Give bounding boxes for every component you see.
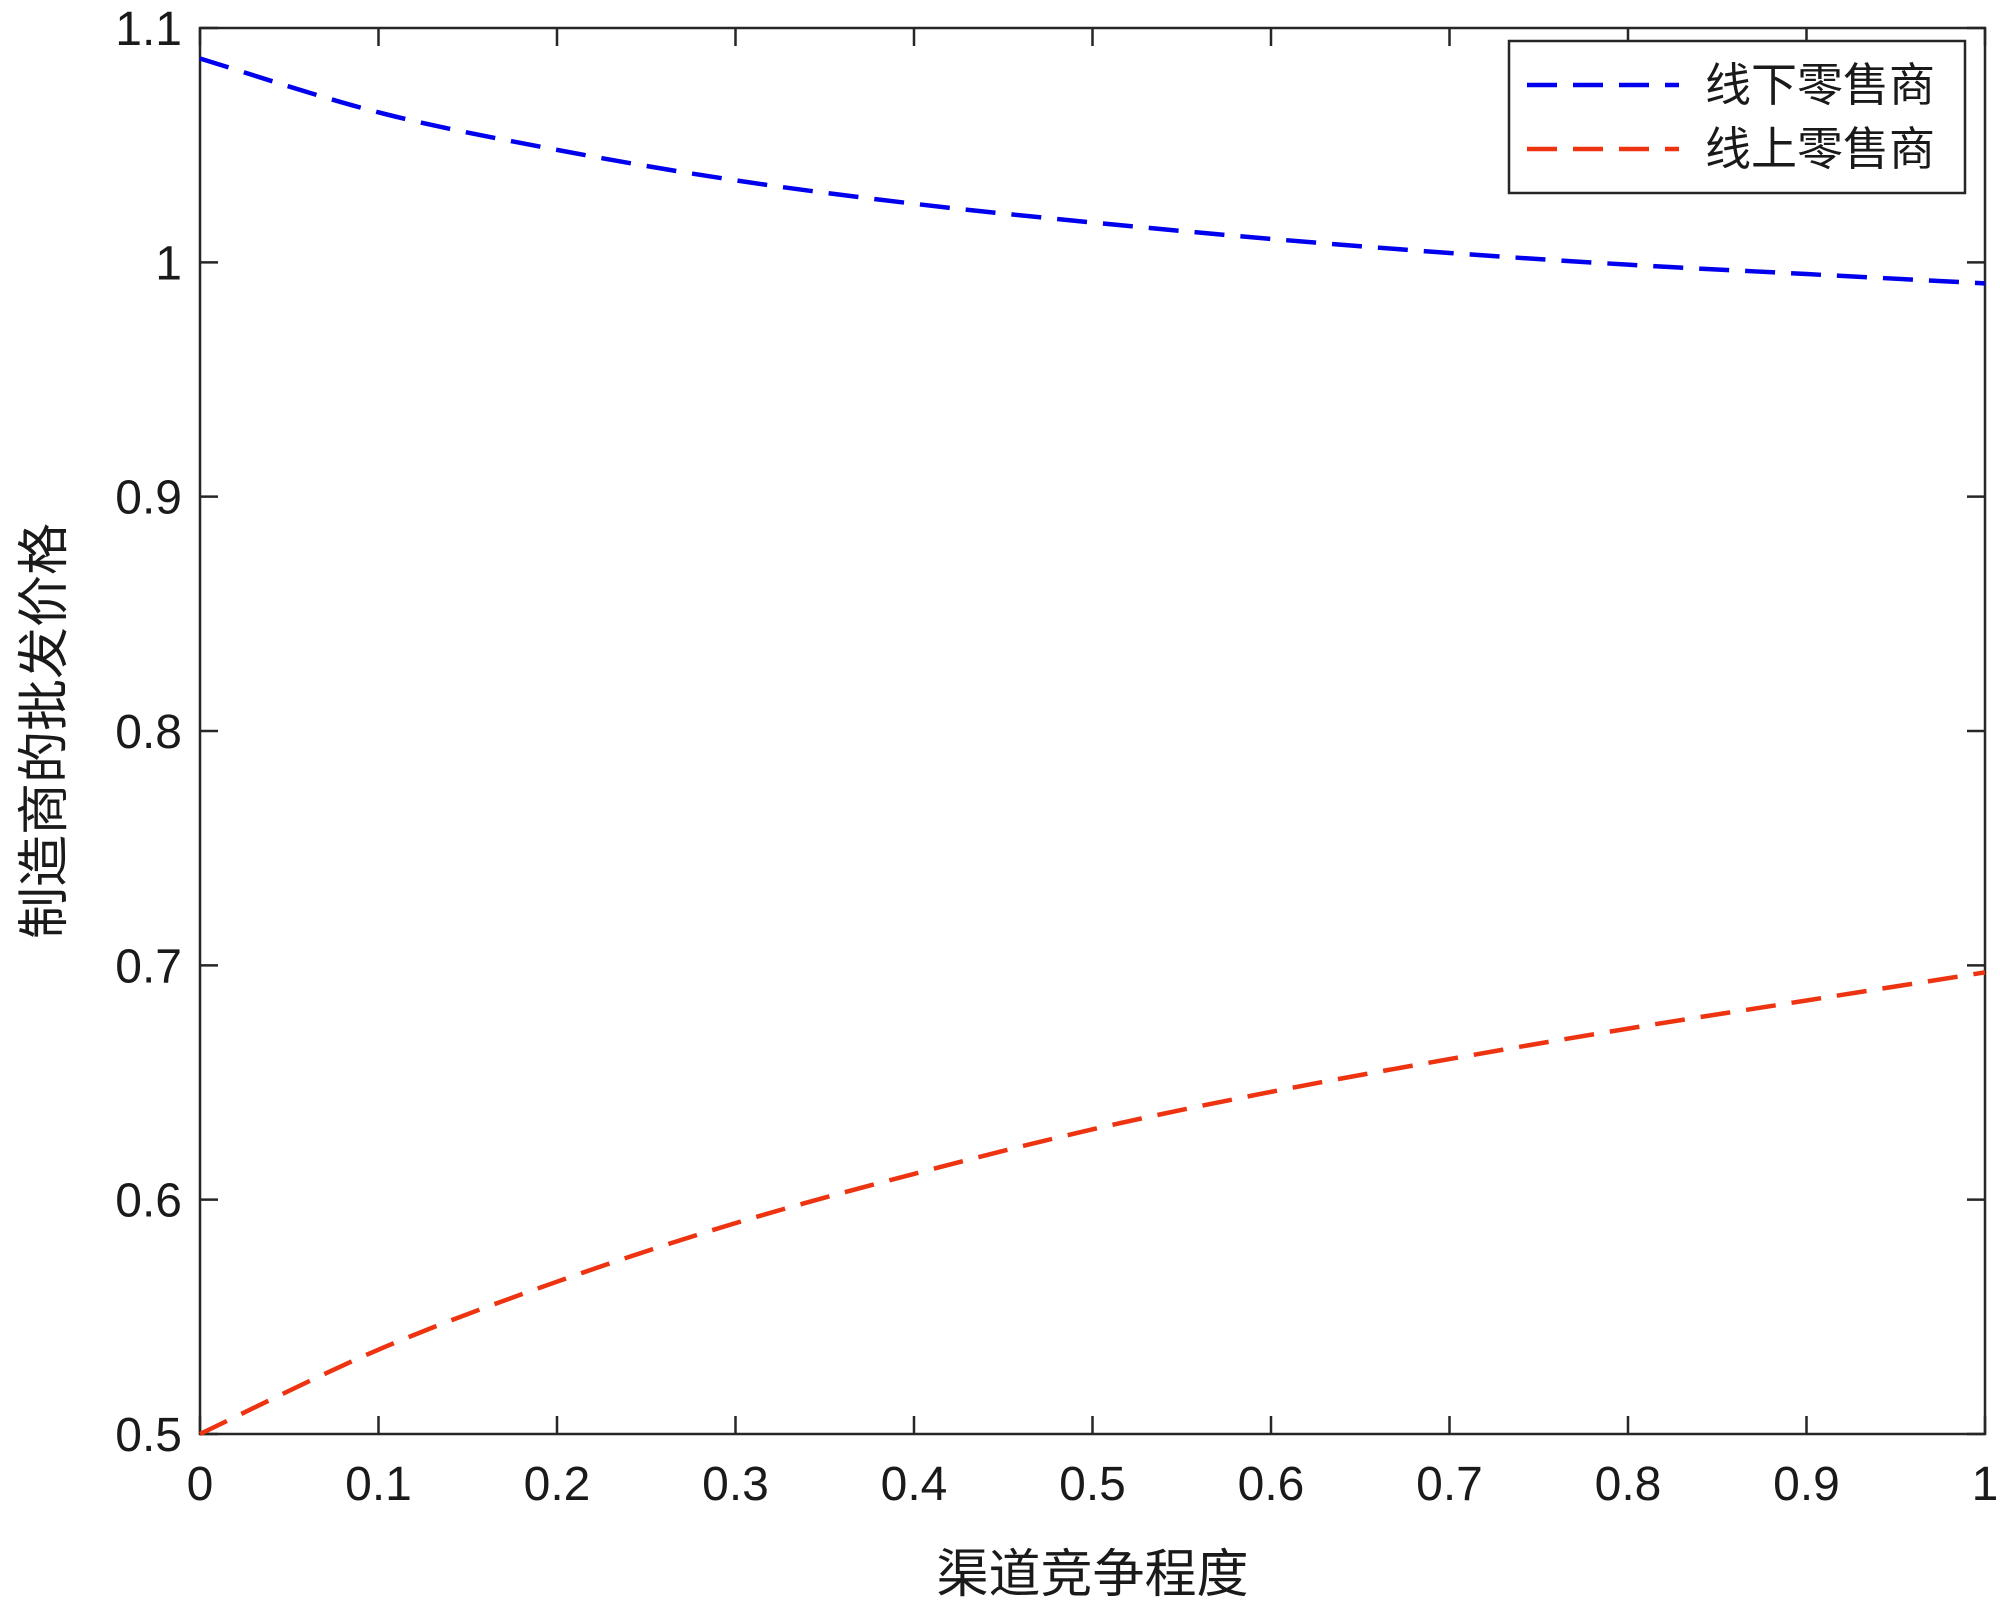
legend-label-2: 线上零售商: [1705, 122, 1935, 176]
x-tick-label: 0.8: [1595, 1458, 1662, 1511]
x-axis-title: 渠道竞争程度: [936, 1545, 1248, 1605]
y-tick-label: 1.1: [115, 3, 182, 56]
y-tick-label: 1: [155, 237, 182, 290]
y-tick-label: 0.7: [115, 940, 182, 993]
series-line-2: [199, 970, 1986, 1437]
ticks-group: 0 0.1 0.2 0.3 0.4 0.5 0.6 0.7 0.8 0.9 1 0.5 0.6 0.7 0.…: [115, 3, 1998, 1511]
x-tick-label: 1: [1972, 1458, 1999, 1511]
legend-box: [1507, 39, 1967, 195]
y-tick-label: 0.8: [115, 706, 182, 759]
x-tick-label: 0: [187, 1458, 214, 1511]
legend-label-1: 线下零售商: [1705, 58, 1935, 112]
y-tick-label: 0.5: [115, 1409, 182, 1462]
x-tick-label: 0.1: [345, 1458, 412, 1511]
y-tick-label: 0.6: [115, 1175, 182, 1228]
x-tick-label: 0.2: [524, 1458, 591, 1511]
x-tick-label: 0.7: [1416, 1458, 1483, 1511]
plot-frame: [198, 26, 1987, 1436]
x-tick-label: 0.3: [702, 1458, 769, 1511]
x-tick-label: 0.5: [1059, 1458, 1126, 1511]
y-tick-label: 0.9: [115, 472, 182, 525]
series-group: [199, 56, 1986, 1437]
plot-frame-group: [198, 26, 1987, 1436]
x-tick-label: 0.9: [1773, 1458, 1840, 1511]
y-axis-title: 制造商的批发价格: [15, 523, 75, 939]
x-tick-label: 0.4: [881, 1458, 948, 1511]
x-tick-label: 0.6: [1238, 1458, 1305, 1511]
